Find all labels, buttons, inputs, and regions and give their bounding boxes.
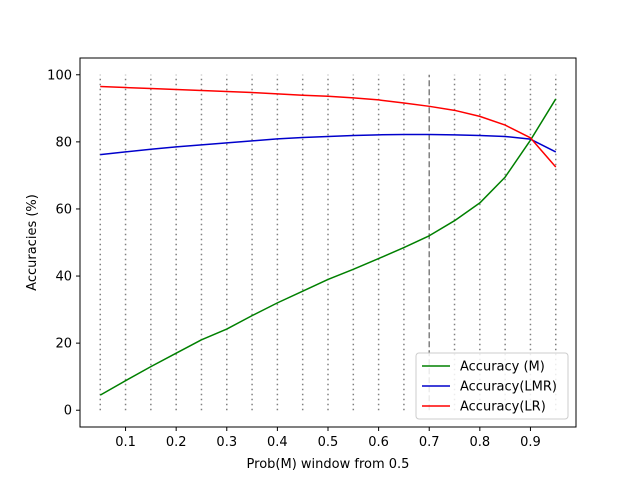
series-line bbox=[100, 85, 557, 168]
legend-label: Accuracy(LR) bbox=[460, 400, 546, 415]
x-axis-ticks: 0.1 0.2 0.3 0.4 0.5 0.6 0.7 0.8 0.9 bbox=[115, 427, 541, 450]
series-lines bbox=[99, 85, 557, 396]
y-tick-label: 100 bbox=[47, 68, 72, 83]
x-tick-label: 0.6 bbox=[368, 435, 389, 450]
y-tick-label: 60 bbox=[55, 202, 72, 217]
legend-label: Accuracy(LMR) bbox=[460, 380, 557, 395]
series-line bbox=[99, 98, 557, 396]
x-tick-label: 0.2 bbox=[166, 435, 187, 450]
x-axis-label: Prob(M) window from 0.5 bbox=[247, 457, 410, 472]
y-tick-label: 80 bbox=[55, 135, 72, 150]
y-tick-label: 20 bbox=[55, 337, 72, 352]
y-tick-label: 0 bbox=[64, 404, 72, 419]
x-tick-label: 0.9 bbox=[520, 435, 541, 450]
legend-label: Accuracy (M) bbox=[460, 360, 545, 375]
x-tick-label: 0.3 bbox=[216, 435, 237, 450]
series-line bbox=[100, 133, 557, 156]
x-tick-label: 0.5 bbox=[318, 435, 339, 450]
x-tick-label: 0.8 bbox=[469, 435, 490, 450]
y-axis-label: Accuracies (%) bbox=[25, 194, 40, 291]
x-tick-label: 0.7 bbox=[419, 435, 440, 450]
x-tick-label: 0.4 bbox=[267, 435, 288, 450]
y-tick-label: 40 bbox=[55, 270, 72, 285]
y-axis-ticks: 0 20 40 60 80 100 bbox=[47, 68, 80, 419]
legend-box bbox=[415, 352, 569, 420]
legend: Accuracy (M) Accuracy(LMR) Accuracy(LR) bbox=[415, 352, 569, 420]
x-tick-label: 0.1 bbox=[115, 435, 136, 450]
